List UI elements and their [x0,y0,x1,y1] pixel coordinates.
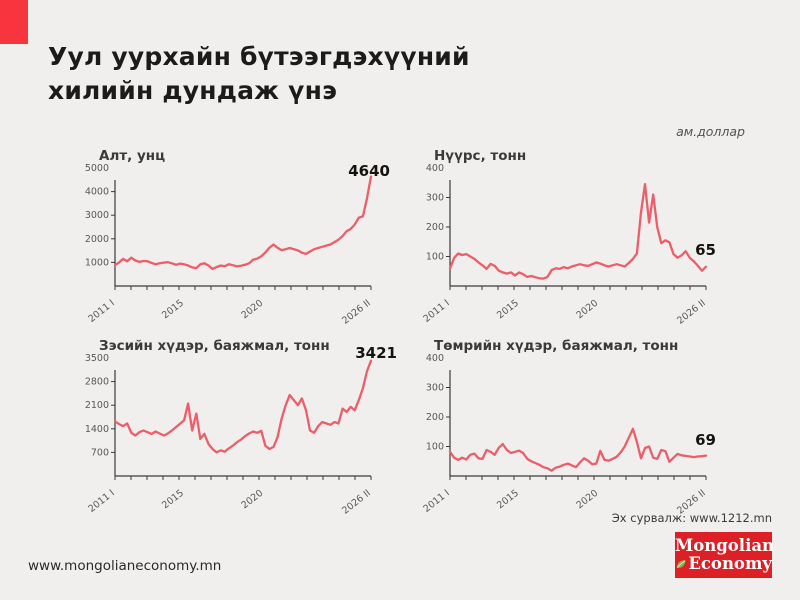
svg-text:3000: 3000 [85,210,109,221]
svg-text:3500: 3500 [85,353,109,364]
brand-accent-square [0,0,28,44]
svg-text:100: 100 [426,442,444,453]
svg-text:2000: 2000 [85,234,109,245]
chart-iron: Төмрийн хүдэр, баяжмал, тонн 69 100 200 30… [420,336,740,526]
svg-text:2011 I: 2011 I [421,488,451,515]
page-title: Уул уурхайн бүтээгдэхүүний хилийн дундаж… [48,40,470,107]
svg-text:300: 300 [426,193,444,204]
chart-iron-latest-value: 69 [695,431,716,449]
logo-line1: Mongolian [675,536,775,555]
svg-text:200: 200 [426,222,444,233]
page-title-line2: хилийн дундаж үнэ [48,75,338,105]
chart-iron-title: Төмрийн хүдэр, баяжмал, тонн [434,338,679,354]
charts-grid: Алт, унц 4640 1000 2000 3000 4000 5000 2011 I… [85,146,740,526]
chart-gold-canvas: 1000 2000 3000 4000 5000 2011 I 2015 2020 2026 I… [85,163,373,327]
svg-text:1000: 1000 [85,257,109,268]
svg-text:100: 100 [426,252,444,263]
svg-text:2011 I: 2011 I [421,298,451,325]
unit-note: ам.доллар [676,124,745,139]
logo: Mongolian Economy [675,532,775,578]
svg-text:2015: 2015 [495,488,521,512]
svg-text:2015: 2015 [160,298,186,322]
chart-gold-latest-value: 4640 [348,162,390,180]
svg-text:200: 200 [426,412,444,423]
logo-line2: Economy [688,554,772,574]
page-title-line1: Уул уурхайн бүтээгдэхүүний [48,42,470,71]
chart-coal: Нүүрс, тонн 65 100 200 300 400 2011 I 2015 202… [420,146,740,336]
logo-line2-row: Economy [675,554,772,574]
svg-text:2026 II: 2026 II [340,298,373,327]
source-note: Эх сурвалж: www.1212.mn [611,511,772,525]
chart-coal-title: Нүүрс, тонн [434,148,527,164]
svg-text:2100: 2100 [85,400,109,411]
svg-text:1400: 1400 [85,424,109,435]
chart-copper-title: Зэсийн хүдэр, баяжмал, тонн [99,338,330,354]
svg-text:2026 II: 2026 II [340,488,373,517]
chart-copper-canvas: 700 1400 2100 2800 3500 2011 I 2015 2020 2026 II [85,353,373,517]
svg-text:2026 II: 2026 II [675,298,708,327]
chart-gold: Алт, унц 4640 1000 2000 3000 4000 5000 2011 I… [85,146,405,336]
svg-text:2011 I: 2011 I [86,488,116,515]
chart-gold-title: Алт, унц [99,148,166,164]
svg-text:700: 700 [91,447,109,458]
chart-copper: Зэсийн хүдэр, баяжмал, тонн 3421 700 1400… [85,336,405,526]
svg-text:5000: 5000 [85,163,109,174]
svg-text:2015: 2015 [495,298,521,322]
svg-text:400: 400 [426,163,444,174]
svg-text:400: 400 [426,353,444,364]
svg-text:2020: 2020 [239,298,265,322]
svg-text:2020: 2020 [574,298,600,322]
svg-text:2800: 2800 [85,377,109,388]
chart-coal-latest-value: 65 [695,241,716,259]
svg-text:300: 300 [426,383,444,394]
svg-text:2020: 2020 [574,488,600,512]
svg-text:2015: 2015 [160,488,186,512]
chart-copper-latest-value: 3421 [355,344,397,362]
chart-coal-canvas: 100 200 300 400 2011 I 2015 2020 2026 II [421,163,708,327]
svg-text:2011 I: 2011 I [86,298,116,325]
leaf-icon [676,559,686,568]
website-url: www.mongolianeconomy.mn [28,558,222,574]
svg-text:2020: 2020 [239,488,265,512]
svg-text:4000: 4000 [85,187,109,198]
